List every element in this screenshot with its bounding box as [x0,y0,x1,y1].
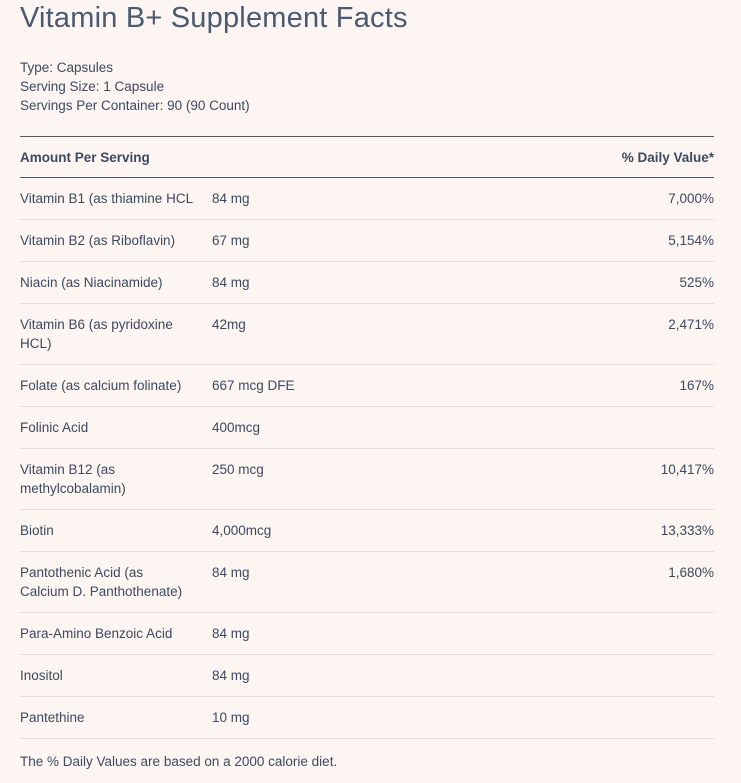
amount: 4,000mcg [212,523,272,538]
name-line: Vitamin B1 (as thiamine HCL [20,191,194,206]
daily-value-empty [564,708,714,727]
name-line: HCL) [20,336,52,351]
daily-value: 10,417% [660,462,714,477]
info-line: Servings Per Container: 90 (90 Count) [20,98,250,113]
product-info: Type: Capsules Serving Size: 1 Capsule Ser… [20,58,250,115]
name-line: Niacin (as Niacinamide) [20,275,163,290]
daily-value: 525% [679,275,714,290]
name-line: Inositol [20,668,63,683]
amount: 84 mg [212,668,250,683]
amount: 250 mcg [212,462,264,477]
daily-value-empty [564,666,714,685]
amount: 42mg [212,317,246,332]
nutrient-name: Vitamin B2 (as Riboflavin) [20,231,212,250]
table-row: Folate (as calcium folinate) 667 mcg DFE 1… [20,365,714,407]
daily-value: 5,154% [668,233,714,248]
amount: 400mcg [212,420,261,435]
table-row: Inositol 84 mg [20,655,714,697]
amount: 667 mcg DFE [212,378,295,393]
name-line: Vitamin B12 (as [20,462,116,477]
table-row: Niacin (as Niacinamide) 84 mg 525% [20,262,714,304]
amount: 84 mg [212,565,250,580]
header-row: Amount Per Serving % Daily Value* [20,137,714,178]
amount: 84 mg [212,626,250,641]
table-row: Vitamin B6 (as pyridoxine HCL) 42mg 2,471% [20,304,714,365]
table-row: Pantethine 10 mg [20,697,714,739]
nutrient-name: Vitamin B12 (as methylcobalamin) [20,460,212,498]
footnote: The % Daily Values are based on a 2000 c… [20,754,338,769]
nutrient-name: Pantethine [20,708,212,727]
name-line: Vitamin B6 (as pyridoxine [20,317,173,332]
amount: 10 mg [212,710,250,725]
table-row: Pantothenic Acid (as Calcium D. Panthothe… [20,552,714,613]
name-line: Para-Amino Benzoic Acid [20,626,173,641]
name-line: Biotin [20,523,54,538]
table-row: Biotin 4,000mcg 13,333% [20,510,714,552]
table-row: Vitamin B12 (as methylcobalamin) 250 mcg 10… [20,449,714,510]
facts-table: Amount Per Serving % Daily Value* Vitami… [20,136,714,739]
table-row: Vitamin B1 (as thiamine HCL 84 mg 7,000% [20,178,714,220]
daily-value: 13,333% [660,523,714,538]
table-row: Folinic Acid 400mcg [20,407,714,449]
table-row: Vitamin B2 (as Riboflavin) 67 mg 5,154% [20,220,714,262]
title: Vitamin B+ Supplement Facts [20,2,408,34]
daily-value-empty [564,624,714,643]
nutrient-name: Para-Amino Benzoic Acid [20,624,212,643]
nutrient-name: Inositol [20,666,212,685]
header-cell: Amount Per Serving [20,150,150,165]
amount: 84 mg [212,191,250,206]
info-line: Serving Size: 1 Capsule [20,79,165,94]
name-line: Pantethine [20,710,85,725]
daily-value: 7,000% [668,191,714,206]
nutrient-name: Folinic Acid [20,418,212,437]
name-line: Calcium D. Panthothenate) [20,584,183,599]
daily-value-empty [564,418,714,437]
nutrient-name: Vitamin B6 (as pyridoxine HCL) [20,315,212,353]
name-line: Folinic Acid [20,420,89,435]
header-cell: % Daily Value* [621,150,714,165]
nutrient-name: Niacin (as Niacinamide) [20,273,212,292]
name-line: Folate (as calcium folinate) [20,378,182,393]
name-line: Pantothenic Acid (as [20,565,144,580]
nutrient-name: Folate (as calcium folinate) [20,376,212,395]
daily-value: 1,680% [668,565,714,580]
amount: 84 mg [212,275,250,290]
daily-value: 2,471% [668,317,714,332]
nutrient-name: Biotin [20,521,212,540]
table-row: Para-Amino Benzoic Acid 84 mg [20,613,714,655]
nutrient-name: Vitamin B1 (as thiamine HCL [20,189,212,208]
name-line: methylcobalamin) [20,481,126,496]
name-line: Vitamin B2 (as Riboflavin) [20,233,176,248]
info-line: Type: Capsules [20,60,114,75]
nutrient-name: Pantothenic Acid (as Calcium D. Panthothe… [20,563,212,601]
amount: 67 mg [212,233,250,248]
daily-value: 167% [679,378,714,393]
